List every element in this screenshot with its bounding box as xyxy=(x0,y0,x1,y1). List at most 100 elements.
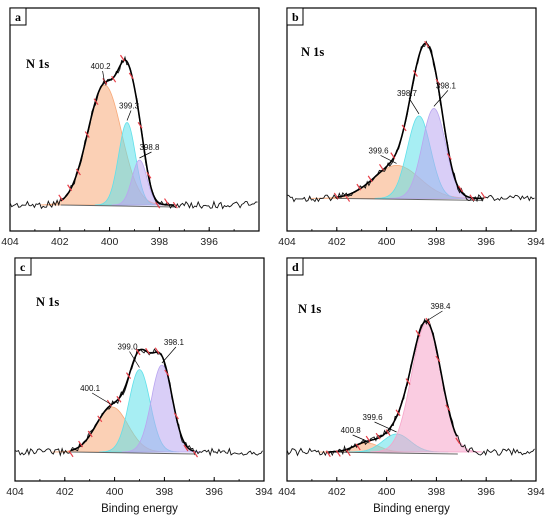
peak-label: 398.8 xyxy=(139,143,160,152)
data-marker xyxy=(333,192,339,200)
panel-label-box xyxy=(14,257,32,276)
data-marker xyxy=(455,437,461,445)
data-marker xyxy=(116,395,122,403)
x-tick-label: 396 xyxy=(200,236,218,248)
x-tick-label: 402 xyxy=(51,236,69,248)
x-tick-label: 404 xyxy=(1,236,19,248)
peak-pointer xyxy=(161,346,177,364)
peak-label: 399.0 xyxy=(118,343,139,352)
data-marker xyxy=(75,168,81,176)
data-marker xyxy=(173,412,179,420)
peak-label: 400.1 xyxy=(80,384,101,393)
data-marker xyxy=(469,194,475,202)
x-tick-label: 400 xyxy=(378,486,396,498)
data-marker xyxy=(87,430,93,438)
data-marker xyxy=(425,317,431,325)
data-marker xyxy=(93,98,99,106)
data-marker xyxy=(365,435,371,443)
x-tick-label: 404 xyxy=(278,236,296,248)
data-marker xyxy=(193,450,199,458)
data-marker xyxy=(405,378,411,385)
data-marker xyxy=(164,198,170,205)
x-tick-label: 398 xyxy=(428,236,446,248)
data-marker xyxy=(84,131,90,138)
data-marker xyxy=(128,72,134,80)
peak-label: 398.1 xyxy=(436,81,457,90)
x-tick-label: 402 xyxy=(328,236,346,248)
data-marker xyxy=(102,78,108,85)
data-marker xyxy=(435,355,441,363)
peak-pointer xyxy=(352,434,367,442)
data-marker xyxy=(379,163,385,171)
chart-title: N 1s xyxy=(298,302,321,316)
panel-c: c N 1s 404 402 400 398 396 394 Binding energy 400… xyxy=(6,257,273,515)
x-tick-label: 400 xyxy=(106,486,124,498)
x-tick-label: 398 xyxy=(151,236,169,248)
data-marker xyxy=(78,440,84,448)
peak-label: 398.7 xyxy=(397,89,418,98)
data-marker xyxy=(356,183,362,191)
x-tick-label: 396 xyxy=(477,486,495,498)
fit-envelope xyxy=(336,42,483,200)
fit-envelope xyxy=(328,320,458,453)
data-marker xyxy=(395,409,401,417)
data-marker xyxy=(345,449,351,457)
peak-pointer xyxy=(426,310,443,322)
data-marker xyxy=(445,404,451,412)
raw-spectrum xyxy=(14,348,263,457)
data-marker xyxy=(355,443,361,451)
peak-label: 399.3 xyxy=(119,102,140,111)
panel-label: a xyxy=(15,10,21,24)
data-marker xyxy=(415,330,421,337)
peak-pointer xyxy=(374,421,397,433)
fit-baseline xyxy=(71,451,196,455)
data-marker xyxy=(385,429,391,436)
fit-envelope xyxy=(70,348,195,453)
x-tick-label: 398 xyxy=(428,486,446,498)
data-marker xyxy=(154,347,160,355)
peak-label: 398.4 xyxy=(430,302,451,311)
x-tick-label: 400 xyxy=(101,236,119,248)
x-tick-label: 398 xyxy=(156,486,174,498)
data-marker xyxy=(375,432,381,440)
peak-pointer xyxy=(102,70,105,84)
data-marker xyxy=(390,152,396,159)
fit-baseline xyxy=(328,451,458,455)
panel-a: a N 1s 404 402 400 398 396 400.2 399.3 398.8 xyxy=(1,7,260,248)
x-tick-label: 394 xyxy=(527,236,545,248)
data-marker xyxy=(367,175,373,183)
data-marker xyxy=(155,201,161,209)
panel-label: d xyxy=(292,260,299,274)
chart-title: N 1s xyxy=(301,45,324,59)
fit-baseline xyxy=(336,197,484,201)
data-marker xyxy=(58,194,64,202)
x-tick-label: 394 xyxy=(527,486,545,498)
data-marker xyxy=(446,153,452,160)
x-tick-label: 394 xyxy=(255,486,273,498)
panel-b: b N 1s 404 402 400 398 396 394 399.6 398.7 398.1 xyxy=(278,7,545,248)
chart-title: N 1s xyxy=(26,57,49,71)
data-marker xyxy=(125,372,131,379)
x-axis-label: Binding energy xyxy=(373,503,450,515)
data-marker xyxy=(68,450,74,458)
panel-label-box xyxy=(286,257,304,276)
data-marker xyxy=(172,201,178,209)
peak-pointer xyxy=(129,351,140,368)
data-marker xyxy=(345,195,351,202)
data-marker xyxy=(435,78,441,86)
data-marker xyxy=(164,369,170,377)
x-tick-label: 396 xyxy=(477,236,495,248)
data-marker xyxy=(335,450,341,457)
data-marker xyxy=(145,347,151,355)
data-marker xyxy=(67,184,73,192)
data-marker xyxy=(135,348,141,356)
data-marker xyxy=(480,192,486,199)
panel-label-box xyxy=(9,7,27,26)
fit-baseline xyxy=(60,204,176,208)
panel-label: c xyxy=(20,260,26,274)
x-tick-label: 402 xyxy=(328,486,346,498)
peak-pointer xyxy=(380,155,397,164)
panel-label: b xyxy=(292,10,299,24)
panel-d: d N 1s 404 402 400 398 396 394 Binding energy 400… xyxy=(278,257,545,515)
